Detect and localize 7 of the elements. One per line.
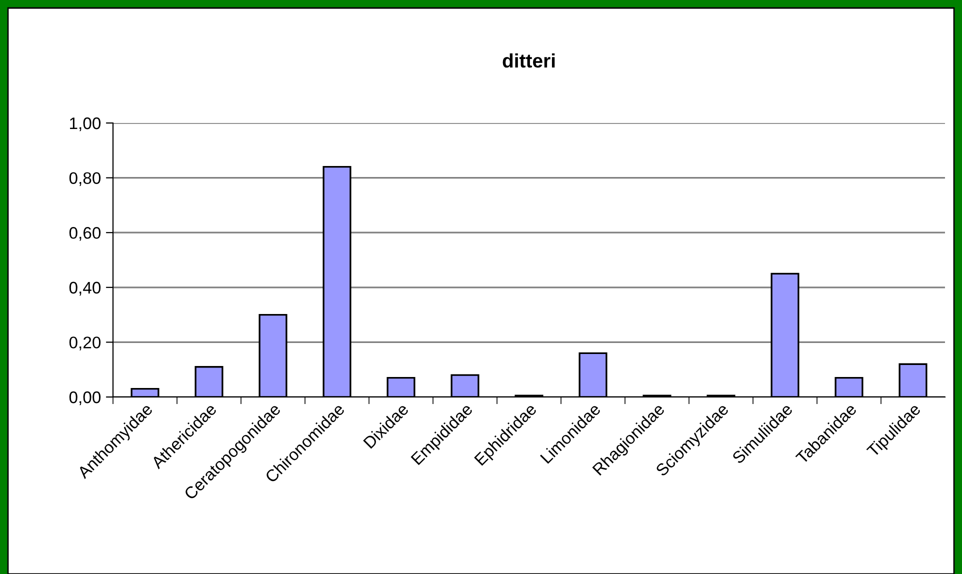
y-tick-label: 1,00	[70, 117, 101, 132]
y-tick-label: 0,60	[69, 227, 101, 241]
y-tick-label: 0,00	[69, 391, 101, 406]
y-tick-label: 0,40	[69, 282, 101, 296]
chart-title: ditteri	[502, 53, 555, 68]
y-tick-label: 0,80	[69, 172, 101, 186]
y-tick-label: 0,20	[69, 336, 101, 350]
